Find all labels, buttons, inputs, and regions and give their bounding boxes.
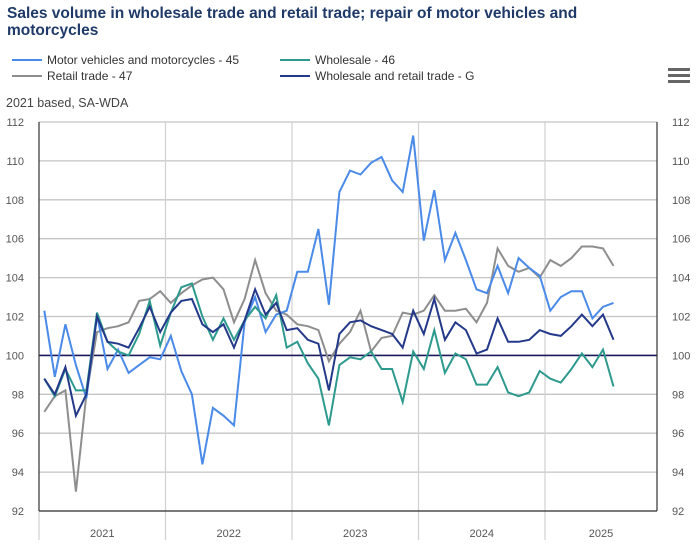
y-tick-label: 92 <box>672 506 684 518</box>
y-tick-label: 92 <box>12 506 24 518</box>
y-tick-label: 96 <box>12 428 24 440</box>
hamburger-menu-icon[interactable] <box>668 68 690 86</box>
x-tick-label: 2024 <box>470 528 494 540</box>
legend-swatch-wholesale <box>280 59 310 61</box>
y-axis-right: 92 94 96 98 100 102 104 106 108 110 112 <box>672 117 690 518</box>
y-tick-label: 110 <box>672 156 690 168</box>
y-tick-label: 102 <box>6 312 24 324</box>
x-axis: 2021 2022 2023 2024 2025 <box>90 528 613 540</box>
y-tick-label: 102 <box>672 312 690 324</box>
legend-item-wholesale-retail[interactable]: Wholesale and retail trade - G <box>280 69 474 83</box>
y-tick-label: 106 <box>6 234 24 246</box>
chart-title: Sales volume in wholesale trade and reta… <box>7 5 578 39</box>
plot-frame <box>38 122 658 512</box>
y-tick-label: 98 <box>672 389 684 401</box>
y-tick-label: 98 <box>12 389 24 401</box>
legend-swatch-motor-vehicles <box>12 59 42 61</box>
legend-label: Retail trade - 47 <box>47 69 133 83</box>
y-tick-label: 94 <box>12 467 24 479</box>
y-tick-label: 100 <box>6 350 24 362</box>
series-wholesale-retail <box>43 286 615 419</box>
y-tick-label: 100 <box>672 350 690 362</box>
series-motor-vehicles <box>43 135 614 465</box>
legend-item-retail[interactable]: Retail trade - 47 <box>12 69 132 83</box>
y-tick-label: 112 <box>6 117 24 129</box>
legend-label: Wholesale and retail trade - G <box>315 69 475 83</box>
x-tick-label: 2023 <box>343 528 367 540</box>
legend-swatch-wholesale-retail <box>280 75 310 77</box>
y-tick-label: 110 <box>6 156 24 168</box>
x-tick-label: 2025 <box>589 528 613 540</box>
legend-swatch-retail <box>12 75 42 77</box>
series-wholesale <box>43 282 615 426</box>
y-axis-left: 92 94 96 98 100 102 104 106 108 110 112 <box>6 117 24 518</box>
y-tick-label: 112 <box>672 117 690 129</box>
y-tick-label: 108 <box>6 195 24 207</box>
x-tick-label: 2022 <box>217 528 241 540</box>
legend-label: Wholesale - 46 <box>315 53 396 67</box>
y-tick-label: 94 <box>672 467 684 479</box>
y-tick-label: 108 <box>672 195 690 207</box>
legend-item-motor-vehicles[interactable]: Motor vehicles and motorcycles - 45 <box>12 53 239 67</box>
chart-subtitle: 2021 based, SA-WDA <box>6 96 129 110</box>
legend-label: Motor vehicles and motorcycles - 45 <box>47 53 240 67</box>
x-tick-label: 2021 <box>90 528 114 540</box>
y-tick-label: 96 <box>672 428 684 440</box>
series-retail <box>43 245 615 492</box>
y-tick-label: 104 <box>6 273 24 285</box>
y-tick-label: 104 <box>672 273 690 285</box>
legend-item-wholesale[interactable]: Wholesale - 46 <box>280 53 395 67</box>
grid <box>38 121 657 540</box>
series-group <box>43 135 615 492</box>
y-tick-label: 106 <box>672 234 690 246</box>
